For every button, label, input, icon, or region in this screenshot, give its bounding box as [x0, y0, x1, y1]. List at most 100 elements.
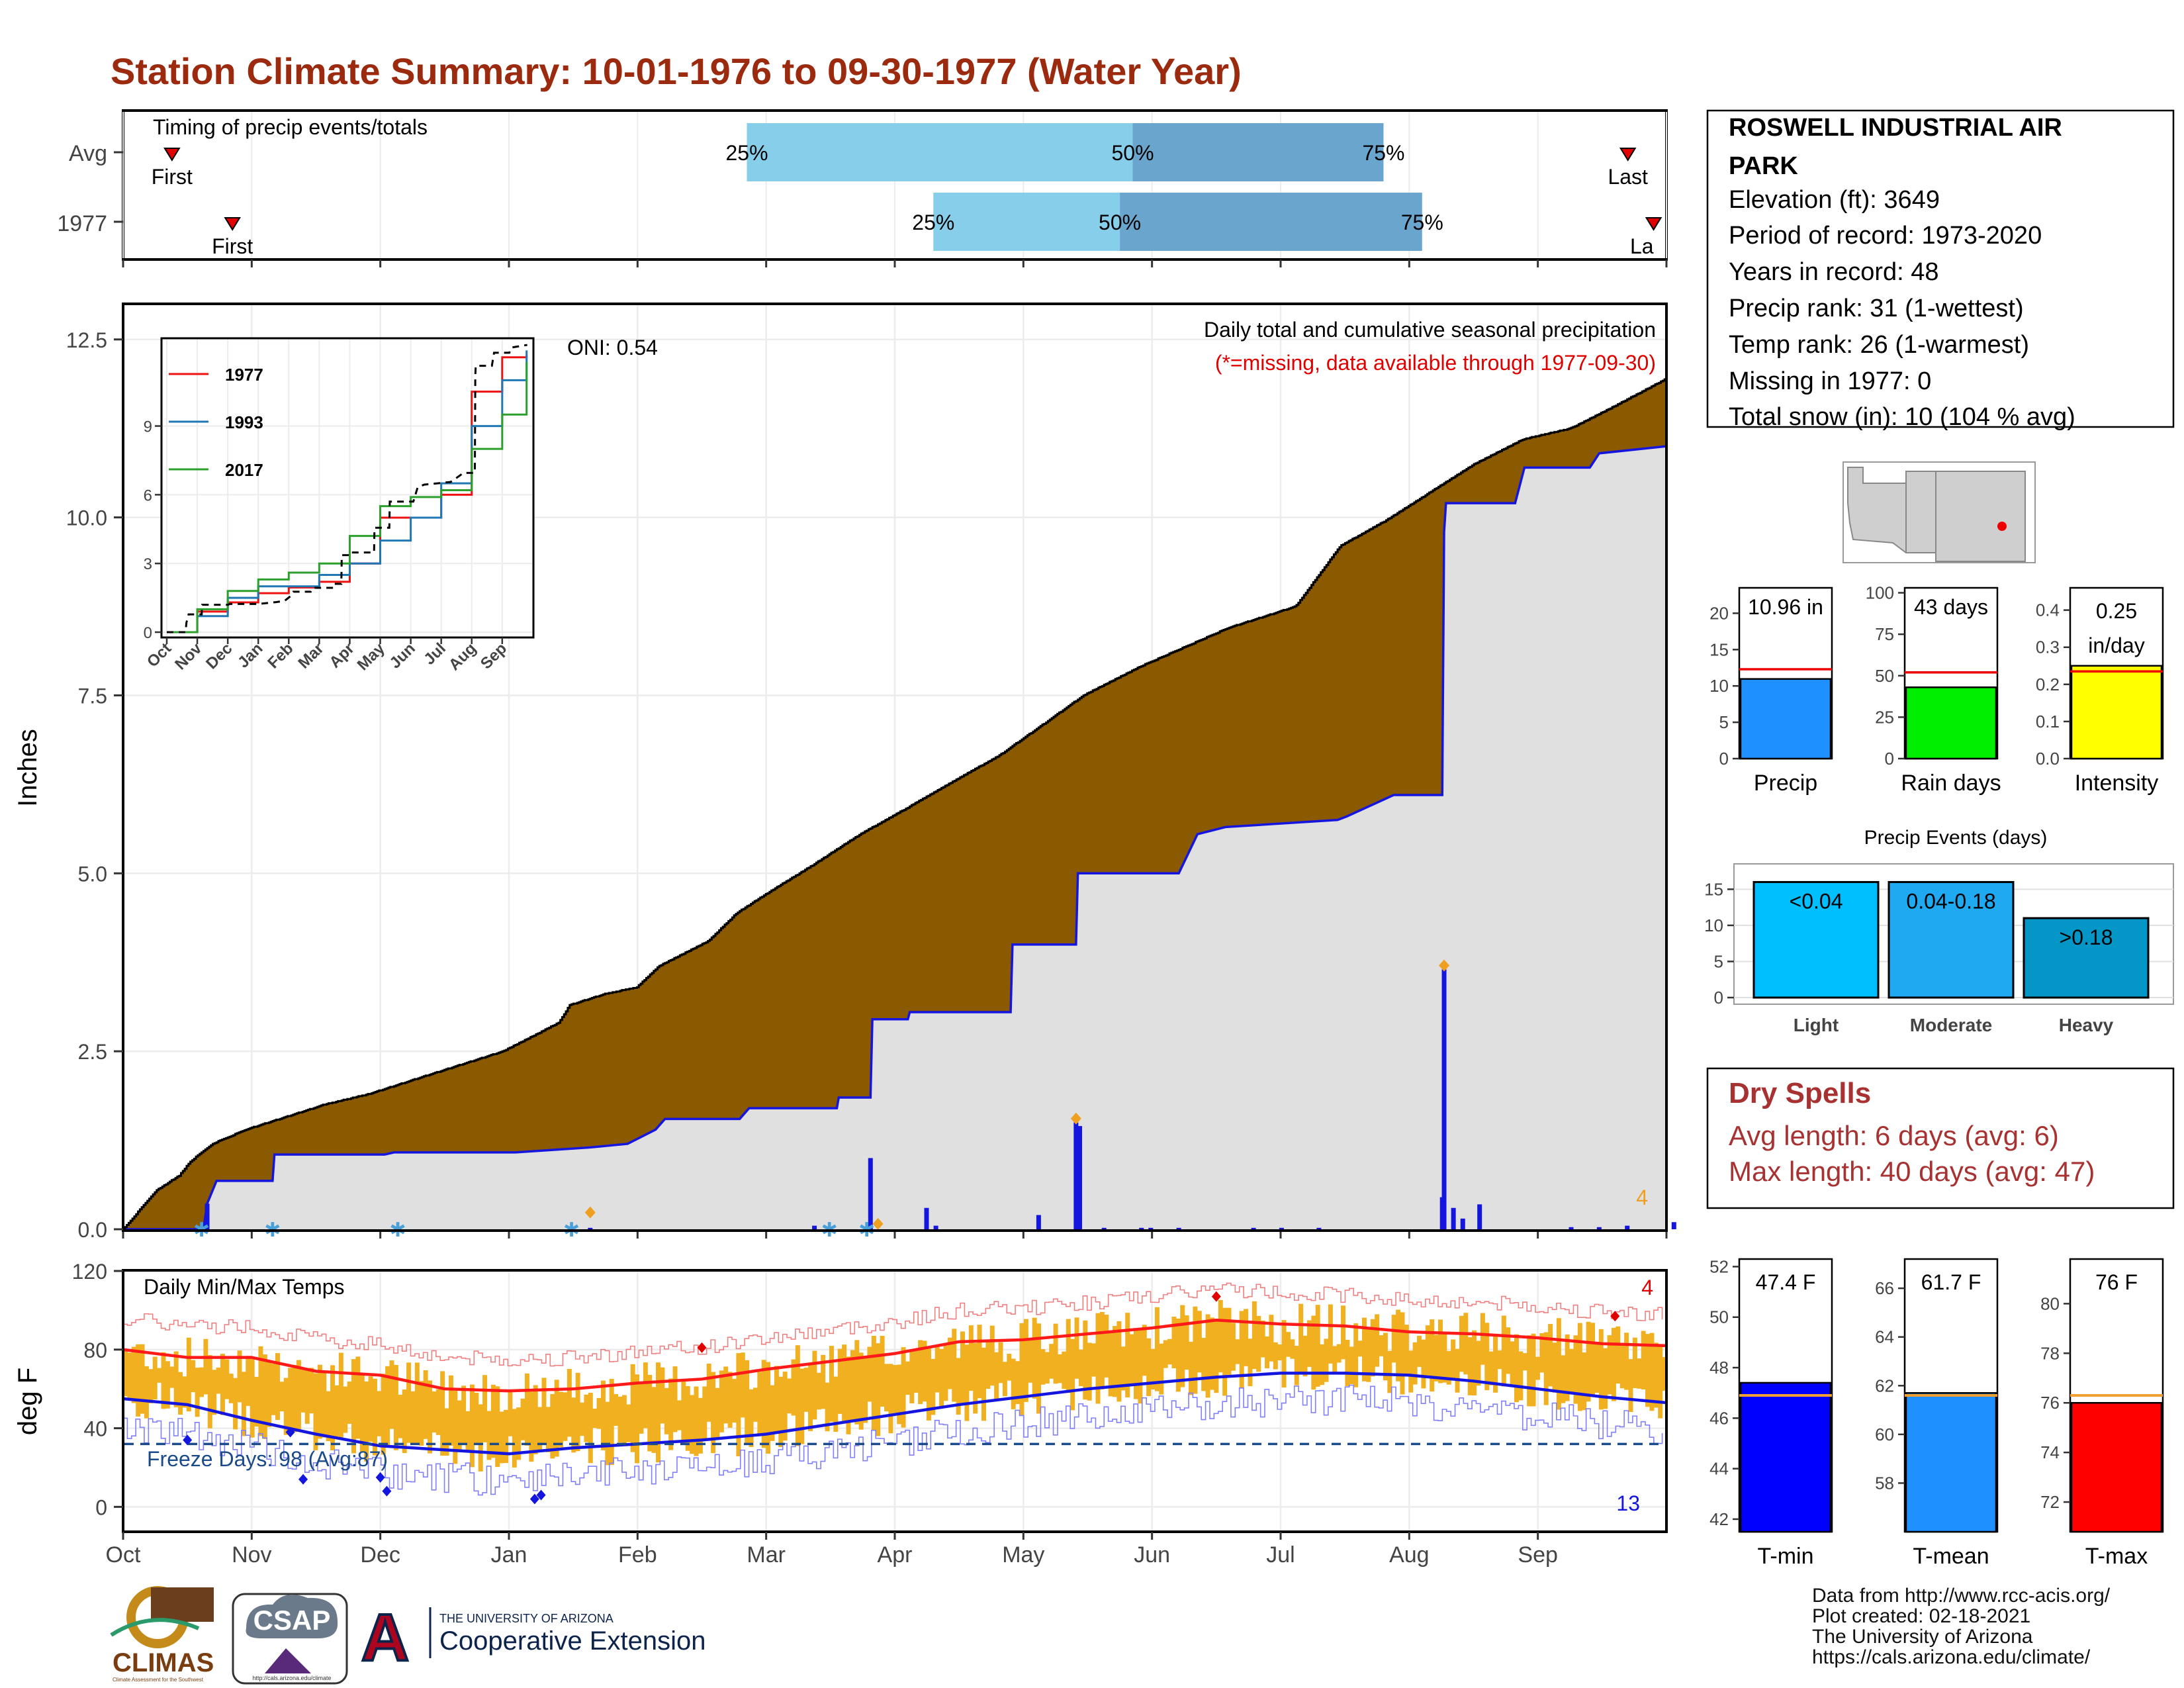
daily-temp-bar [660, 1367, 665, 1424]
daily-temp-bar [1535, 1356, 1540, 1380]
daily-temp-bar [791, 1359, 796, 1416]
precip-event-bar [1752, 880, 1880, 999]
daily-temp-bar [1320, 1344, 1325, 1385]
daily-temp-bar [1091, 1343, 1097, 1377]
daily-temp-bar [359, 1374, 365, 1452]
daily-temp-bar [825, 1382, 830, 1432]
daily-temp-bar [228, 1374, 234, 1403]
daily-temp-bar [1062, 1351, 1067, 1389]
daily-temp-bar [1590, 1323, 1595, 1397]
observed-cumulative-line [123, 378, 1668, 1231]
daily-temp-bar [664, 1387, 669, 1434]
daily-temp-bar [635, 1374, 640, 1464]
daily-temp-bar [989, 1325, 995, 1386]
temp-summary-y-tick-label: 76 [2040, 1393, 2060, 1413]
temp-summary-y-tick-label: 46 [1709, 1408, 1729, 1428]
daily-temp-bar [347, 1382, 352, 1424]
precip-event-category-label: Heavy [2059, 1015, 2114, 1035]
precip-y-tick-label: 5.0 [78, 862, 107, 886]
daily-temp-bar [876, 1343, 881, 1436]
daily-temp-bar [1404, 1325, 1409, 1375]
daily-temp-bar [719, 1370, 724, 1432]
daily-temp-bar [1163, 1340, 1168, 1368]
daily-temp-bar [1167, 1338, 1173, 1365]
daily-temp-bar [1514, 1334, 1519, 1403]
page-title: Station Climate Summary: 10-01-1976 to 0… [111, 50, 1242, 92]
daily-temp-bar [715, 1387, 720, 1440]
daily-precip-bar [1477, 1204, 1482, 1229]
daily-temp-bar [690, 1395, 695, 1454]
daily-temp-bar [355, 1356, 361, 1439]
daily-temp-bar [1493, 1333, 1498, 1393]
daily-precip-bar [1251, 1227, 1256, 1229]
summary-y-tick-label: 0.0 [2036, 749, 2060, 769]
month-label: Jan [491, 1542, 527, 1568]
summary-y-tick-label: 0 [1719, 749, 1729, 769]
daily-temp-bar [1269, 1315, 1274, 1362]
daily-precip-bar [812, 1225, 817, 1229]
daily-temp-bar [326, 1391, 331, 1442]
daily-temp-bar [1214, 1321, 1219, 1393]
daily-temp-bar [144, 1366, 149, 1419]
daily-precip-bar [868, 1158, 873, 1229]
timing-p75-label: 75% [1401, 211, 1443, 234]
events-y-tick-label: 0 [1714, 988, 1723, 1008]
daily-temp-bar [1209, 1317, 1214, 1390]
daily-temp-bar [1467, 1337, 1473, 1395]
precip-y-tick-label: 7.5 [78, 684, 107, 708]
daily-temp-bar [461, 1385, 467, 1445]
temp-summary-y-tick-label: 58 [1875, 1473, 1894, 1493]
daily-temp-bar [1133, 1329, 1138, 1399]
daily-temp-bar [1015, 1361, 1021, 1405]
daily-temp-bar [884, 1364, 889, 1412]
daily-temp-bar [482, 1375, 488, 1442]
daily-temp-bar [592, 1408, 598, 1429]
daily-temp-bar [389, 1360, 394, 1429]
daily-temp-bar [322, 1371, 327, 1438]
daily-temp-bar [1455, 1348, 1460, 1393]
daily-temp-bar [224, 1359, 230, 1399]
daily-temp-bar [1637, 1358, 1642, 1389]
daily-temp-bar [1649, 1333, 1655, 1411]
station-missing: Missing in 1977: 0 [1729, 367, 1931, 395]
daily-temp-bar [212, 1370, 217, 1415]
daily-temp-bar [795, 1345, 800, 1446]
daily-temp-bar [1053, 1323, 1058, 1384]
daily-temp-bar [186, 1337, 191, 1412]
daily-temp-bar [1594, 1343, 1600, 1393]
temp-summary-bars: 42 44 46 48 50 52 47.4 F T-min 58 60 62 64 66 61.7 F T… [1709, 1256, 2164, 1569]
daily-precip-bar [1036, 1215, 1041, 1229]
daily-temp-bar [1370, 1319, 1375, 1377]
month-label: Jun [1134, 1542, 1170, 1568]
temp-y-tick-label: 0 [95, 1495, 107, 1519]
last-event-label: La [1630, 234, 1654, 258]
average-precip-area [123, 446, 1666, 1229]
inset-series-2017 [167, 361, 528, 633]
daily-temp-bar [888, 1364, 893, 1434]
daily-temp-bar [1332, 1346, 1338, 1374]
daily-temp-bar [334, 1385, 340, 1436]
daily-temp-bar [1044, 1352, 1050, 1384]
daily-temp-bar [774, 1366, 779, 1432]
daily-temp-bar [1379, 1335, 1384, 1356]
inset-legend-label: 1993 [225, 412, 263, 432]
daily-precip-bar [1148, 1227, 1154, 1229]
daily-temp-bar [313, 1373, 318, 1450]
daily-temp-bar [1248, 1338, 1253, 1387]
station-location-dot [1997, 522, 2007, 531]
record-high-marker [1211, 1291, 1221, 1302]
daily-temp-bar [749, 1389, 754, 1447]
daily-temp-bar [858, 1352, 864, 1430]
daily-temp-bar [1573, 1335, 1578, 1404]
temp-summary-y-tick-label: 44 [1709, 1459, 1729, 1479]
average-cumulative-line [123, 445, 1667, 1231]
daily-temp-bar [161, 1352, 166, 1409]
daily-temp-bar [127, 1352, 132, 1399]
daily-temp-bar [639, 1382, 644, 1434]
daily-temp-bar [1197, 1311, 1202, 1373]
daily-temp-bar [1430, 1319, 1435, 1392]
daily-temp-bar [1154, 1307, 1160, 1391]
daily-precip-bar [1073, 1122, 1079, 1229]
daily-temp-bar [1565, 1334, 1570, 1401]
precip-panel-subtitle: (*=missing, data available through 1977-… [1215, 351, 1656, 375]
